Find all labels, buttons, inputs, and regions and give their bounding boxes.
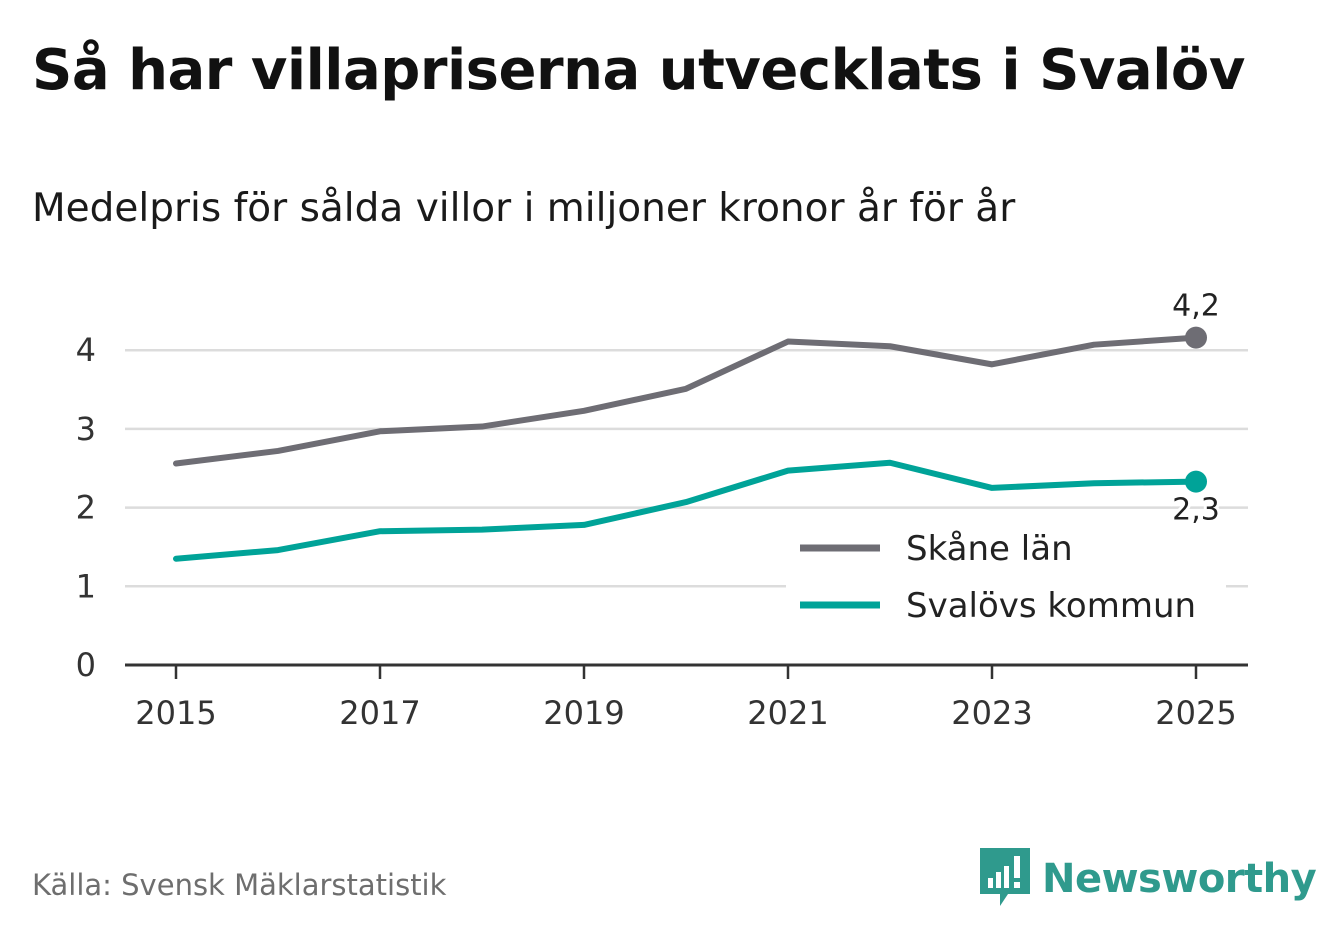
- x-tick-label-2015: 2015: [135, 694, 216, 732]
- x-tick-label-2017: 2017: [339, 694, 420, 732]
- x-tick-label-2021: 2021: [747, 694, 828, 732]
- series-line-sval-vs-kommun: [173, 459, 1199, 562]
- x-tick-label-2025: 2025: [1155, 694, 1236, 732]
- end-point-sval-vs-kommun: [1185, 470, 1207, 493]
- x-tick-label-2023: 2023: [951, 694, 1032, 732]
- end-label-sval-vs-kommun: 2,3: [1172, 493, 1220, 528]
- legend-label-sval-vs-kommun: Svalövs kommun: [906, 586, 1196, 626]
- brand-name: Newsworthy: [1042, 856, 1317, 902]
- chart-subtitle: Medelpris för sålda villor i miljoner kr…: [32, 186, 1016, 231]
- legend-label-sk-ne-l-n: Skåne län: [906, 529, 1073, 569]
- legend-background: [786, 522, 1226, 640]
- y-tick-label-3: 3: [76, 410, 96, 448]
- brand-logo: Newsworthy: [980, 848, 1317, 910]
- y-tick-label-4: 4: [76, 331, 96, 369]
- newsworthy-logo-icon: [980, 848, 1030, 906]
- end-label-sk-ne-l-n: 4,2: [1172, 289, 1220, 324]
- y-tick-label-1: 1: [76, 567, 96, 605]
- x-tick-label-2019: 2019: [543, 694, 624, 732]
- y-tick-label-2: 2: [76, 489, 96, 527]
- series-line-sk-ne-l-n: [173, 334, 1199, 467]
- source-note: Källa: Svensk Mäklarstatistik: [32, 868, 447, 902]
- end-point-sk-ne-l-n: [1185, 326, 1207, 349]
- chart-title: Så har villapriserna utvecklats i Svalöv: [32, 38, 1245, 103]
- y-tick-label-0: 0: [76, 646, 96, 684]
